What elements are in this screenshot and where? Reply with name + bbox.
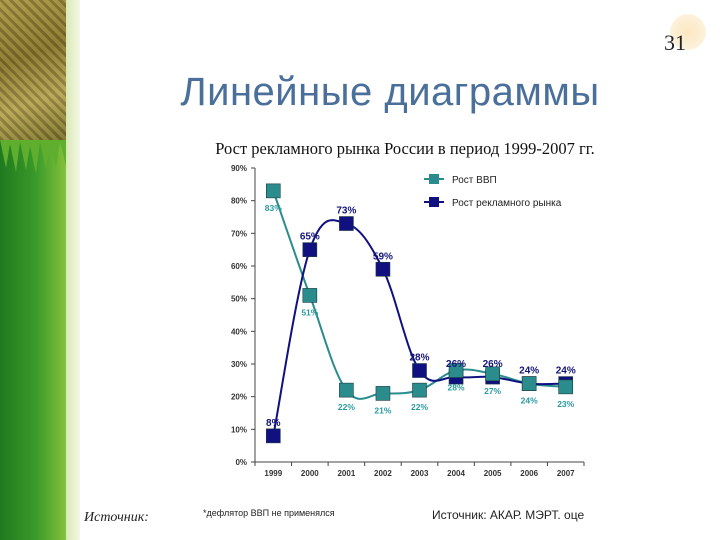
legend-label: Рост рекламного рынка [452,198,562,209]
sidebar-photo [0,0,66,140]
x-tick-label: 2001 [337,469,355,478]
x-tick-label: 2005 [484,469,502,478]
gdp-marker [339,382,354,398]
legend-marker [429,174,439,184]
y-tick-label: 30% [231,360,247,369]
gdp-data-label: 23% [557,399,574,409]
ad-market-data-label: 73% [336,206,356,217]
gdp-marker [485,366,500,382]
y-tick-label: 10% [231,425,247,434]
ad-market-marker [339,216,354,231]
x-tick-label: 2003 [411,469,429,478]
ad-market-marker [412,363,427,378]
y-tick-label: 0% [235,458,247,467]
slide-title: Линейные диаграммы [180,70,600,114]
source-label-right: Источник: АКАР. МЭРТ. оце [432,508,585,522]
y-tick-label: 60% [231,262,247,271]
x-tick-label: 2000 [301,469,319,478]
y-tick-label: 70% [231,229,247,238]
x-tick-label: 1999 [264,469,282,478]
ad-market-data-label: 28% [409,353,429,364]
gdp-data-label: 24% [521,396,538,406]
chart-labels: 83% 51% 22% 21% 22% 28% 27% 24% 23% 8% 65% 73% 59% 28… [265,203,576,429]
x-tick-label: 2004 [447,469,465,478]
gdp-marker [302,288,318,303]
y-tick-label: 20% [231,393,247,402]
gdp-marker [412,382,427,398]
ad-market-marker [302,242,318,257]
gdp-data-label: 22% [411,402,428,412]
legend-marker [429,197,439,207]
y-tick-label: 90% [231,164,247,173]
chart-markers [265,183,574,444]
gdp-data-label: 51% [301,307,318,317]
ad-market-data-label: 8% [266,418,281,429]
chart-legend: Рост ВВП Рост рекламного рынка [424,174,562,209]
gdp-marker [265,183,281,199]
footnote: *дефлятор ВВП не применялся [203,508,335,518]
y-tick-label: 40% [231,327,247,336]
line-chart: 0% 10% 20% 30% 40% 50% 60% 70% 80% 90% 1999 2000 200… [231,164,585,478]
x-tick-label: 2002 [374,469,392,478]
chart-subtitle: Рост рекламного рынка России в период 19… [215,139,595,158]
ad-market-data-label: 26% [483,359,503,370]
ad-market-data-label: 65% [300,232,320,243]
decorative-sidebar [0,0,80,540]
gdp-data-label: 22% [338,402,355,412]
x-tick-label: 2007 [557,469,575,478]
y-tick-label: 80% [231,197,247,206]
gdp-data-label: 21% [374,405,391,415]
page-number-circle [670,14,706,50]
y-tick-label: 50% [231,295,247,304]
gdp-data-label: 83% [265,203,282,213]
sidebar-edge [66,0,80,540]
ad-market-data-label: 24% [519,366,539,377]
ad-market-marker [265,428,281,444]
chart-axes: 0% 10% 20% 30% 40% 50% 60% 70% 80% 90% 1999 2000 200… [231,164,585,478]
gdp-marker [375,386,391,401]
legend-label: Рост ВВП [452,175,497,186]
gdp-data-label: 28% [448,383,465,393]
gdp-marker [558,379,574,395]
ad-market-data-label: 24% [556,366,576,377]
gdp-marker [448,363,464,378]
page-number: 31 [664,30,686,55]
ad-market-data-label: 26% [446,359,466,370]
ad-market-marker [375,261,391,277]
gdp-marker [521,376,537,391]
x-tick-label: 2006 [520,469,538,478]
gdp-data-label: 27% [484,386,501,396]
ad-market-data-label: 59% [373,251,393,262]
source-label-left: Источник: [84,510,149,525]
grass-decoration [0,140,66,174]
